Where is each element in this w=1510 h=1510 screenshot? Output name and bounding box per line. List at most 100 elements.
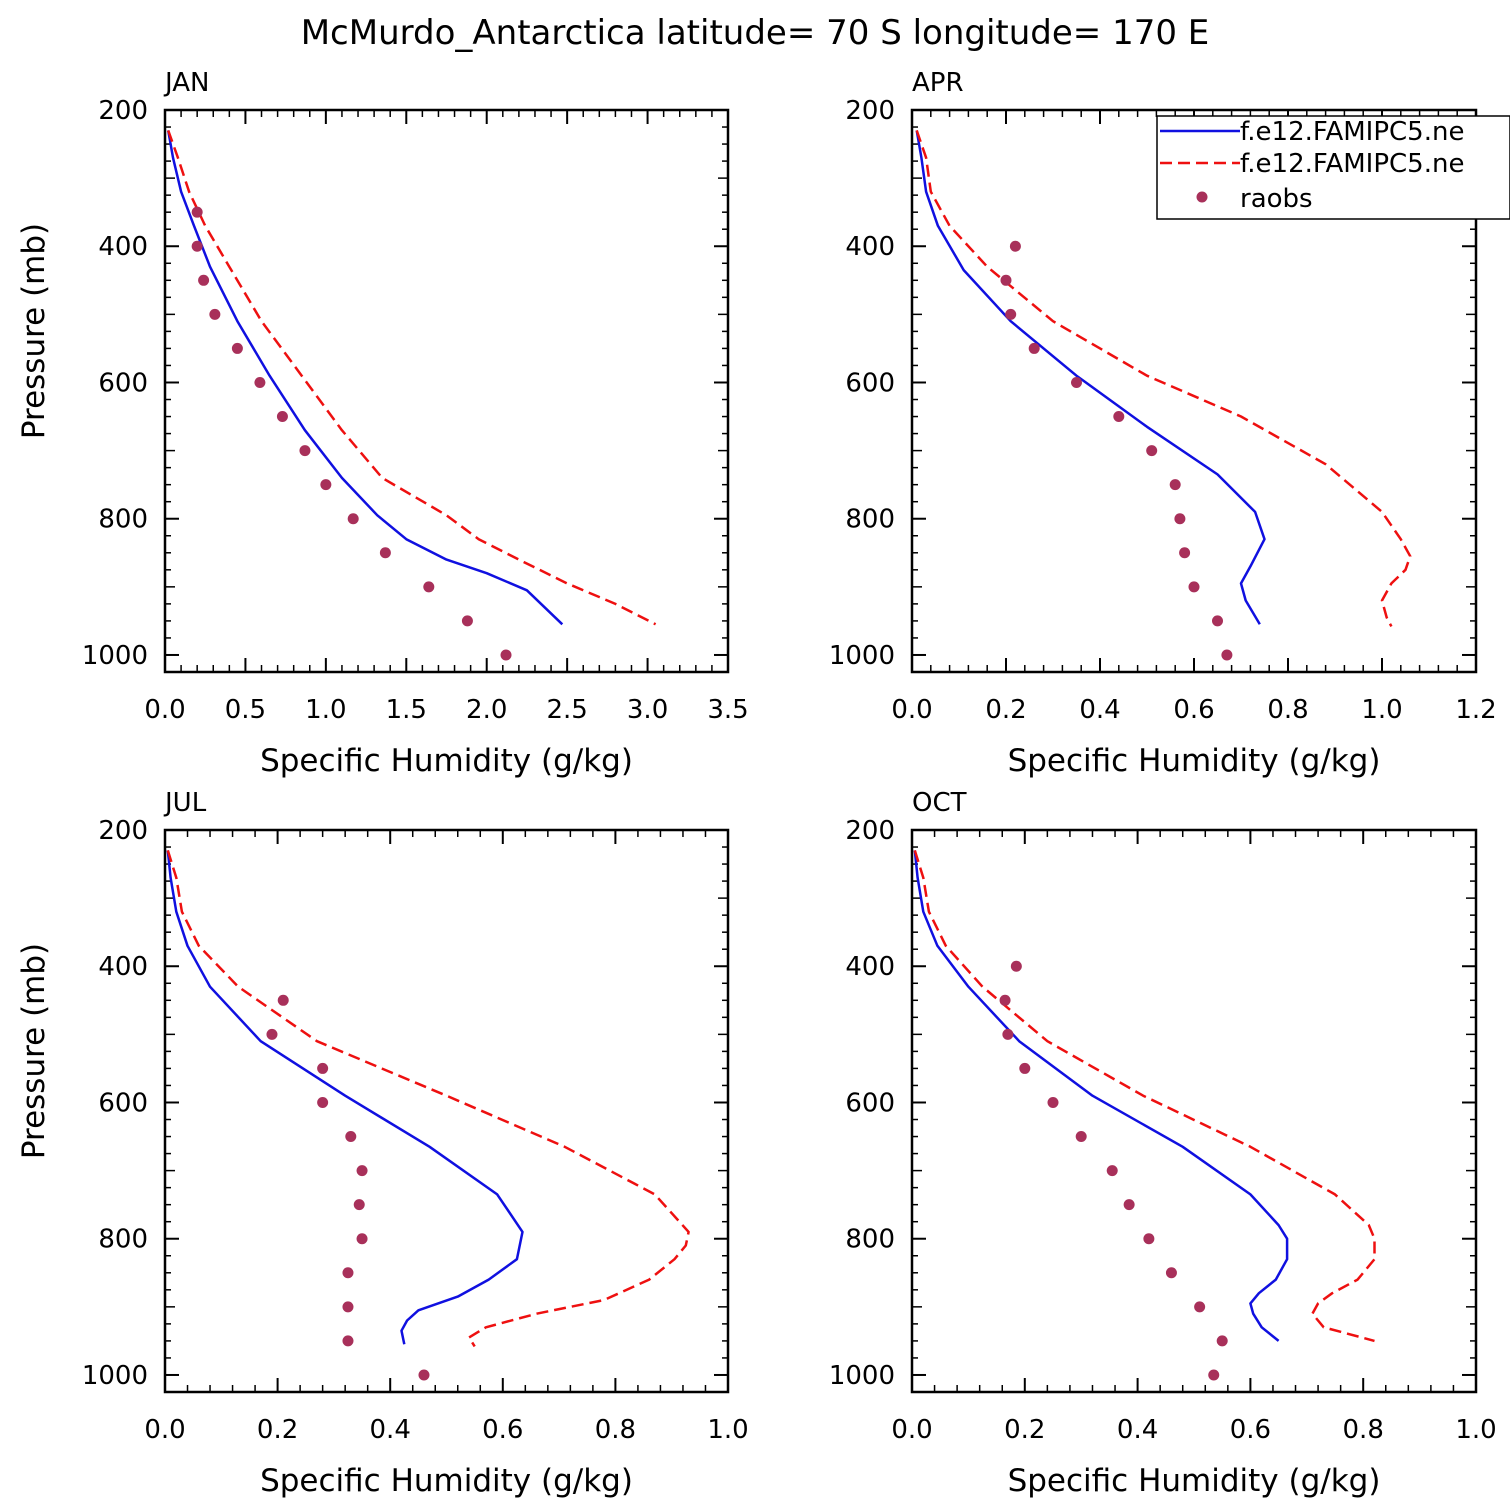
x-tick-label: 0.6 bbox=[482, 1415, 523, 1445]
raobs-point bbox=[345, 1131, 357, 1143]
series-group bbox=[166, 850, 690, 1381]
raobs-point bbox=[1188, 581, 1200, 593]
raobs-point bbox=[317, 1096, 329, 1108]
plot-frame bbox=[163, 108, 730, 674]
y-tick-label: 800 bbox=[845, 505, 895, 535]
model-1-line bbox=[913, 850, 1289, 1342]
figure-title: McMurdo_Antarctica latitude= 70 S longit… bbox=[301, 13, 1210, 53]
y-tick-label: 600 bbox=[98, 368, 148, 398]
x-tick-label: 2.5 bbox=[546, 695, 587, 725]
raobs-point bbox=[191, 240, 203, 252]
x-tick-label: 1.0 bbox=[1361, 695, 1402, 725]
y-tick-label: 400 bbox=[98, 232, 148, 262]
series-group bbox=[913, 850, 1376, 1381]
model-2-line bbox=[167, 129, 657, 626]
panel-label: JAN bbox=[163, 68, 209, 98]
raobs-point bbox=[266, 1028, 278, 1040]
panel-label: OCT bbox=[912, 788, 967, 818]
raobs-point bbox=[1010, 960, 1022, 972]
raobs-point bbox=[320, 479, 332, 491]
x-tick-label: 0.2 bbox=[985, 695, 1026, 725]
raobs-point bbox=[1165, 1267, 1177, 1279]
raobs-point bbox=[276, 411, 288, 423]
y-tick-label: 1000 bbox=[829, 1361, 895, 1391]
x-tick-label: 0.5 bbox=[225, 695, 266, 725]
y-tick-label: 800 bbox=[98, 1225, 148, 1255]
raobs-point bbox=[299, 445, 311, 457]
y-tick-label: 600 bbox=[845, 368, 895, 398]
legend-entry-model-1: f.e12.FAMIPC5.ne bbox=[1240, 117, 1464, 147]
raobs-point bbox=[342, 1301, 354, 1313]
raobs-point bbox=[1002, 1028, 1014, 1040]
panel-label: JUL bbox=[163, 788, 207, 818]
y-tick-label: 800 bbox=[98, 505, 148, 535]
model-1-line bbox=[915, 130, 1266, 625]
panel-apr: APR 0.0 0.2 0.4 0.6 0.8 1.0 1.2 200 400 600 800 1000… bbox=[829, 68, 1497, 779]
panel-jan: JAN 0.0 0.5 1.0 1.5 2.0 2.5 3.0 3.5 200 400 600 800 1… bbox=[16, 68, 749, 779]
x-tick-label: 0.4 bbox=[370, 1415, 411, 1445]
raobs-point bbox=[1005, 308, 1017, 320]
legend-dot-swatch bbox=[1196, 191, 1208, 203]
raobs-point bbox=[1000, 274, 1012, 286]
legend-entry-raobs: raobs bbox=[1240, 184, 1313, 214]
raobs-point bbox=[1113, 411, 1125, 423]
raobs-point bbox=[1169, 479, 1181, 491]
raobs-point bbox=[254, 376, 266, 388]
plot-frame bbox=[910, 828, 1478, 1394]
raobs-point bbox=[191, 206, 203, 218]
x-tick-label: 3.5 bbox=[707, 695, 748, 725]
raobs-point bbox=[317, 1062, 329, 1074]
raobs-point bbox=[342, 1335, 354, 1347]
raobs-point bbox=[347, 513, 359, 525]
raobs-point bbox=[342, 1267, 354, 1279]
y-tick-label: 200 bbox=[98, 816, 148, 846]
plot-frame bbox=[163, 828, 730, 1394]
raobs-point bbox=[1208, 1369, 1220, 1381]
raobs-point bbox=[1221, 649, 1233, 661]
raobs-point bbox=[1143, 1233, 1155, 1245]
raobs-point bbox=[198, 274, 210, 286]
raobs-point bbox=[209, 308, 221, 320]
x-tick-label: 0.0 bbox=[891, 1415, 932, 1445]
y-tick-label: 800 bbox=[845, 1225, 895, 1255]
raobs-point bbox=[418, 1369, 430, 1381]
y-tick-label: 1000 bbox=[82, 1361, 148, 1391]
raobs-point bbox=[1019, 1062, 1031, 1074]
raobs-point bbox=[277, 994, 289, 1006]
y-tick-label: 1000 bbox=[82, 641, 148, 671]
raobs-point bbox=[356, 1165, 368, 1177]
raobs-point bbox=[353, 1199, 365, 1211]
y-tick-label: 400 bbox=[845, 232, 895, 262]
raobs-point bbox=[1009, 240, 1021, 252]
raobs-point bbox=[1123, 1199, 1135, 1211]
panel-oct: OCT 0.0 0.2 0.4 0.6 0.8 1.0 200 400 600 800 1000 Spe… bbox=[829, 788, 1497, 1499]
y-tick-label: 600 bbox=[98, 1088, 148, 1118]
x-tick-label: 0.6 bbox=[1173, 695, 1214, 725]
y-axis-label: Pressure (mb) bbox=[16, 943, 52, 1159]
raobs-point bbox=[1179, 547, 1191, 559]
y-axis-label: Pressure (mb) bbox=[16, 223, 52, 439]
raobs-point bbox=[379, 547, 391, 559]
panels: JAN 0.0 0.5 1.0 1.5 2.0 2.5 3.0 3.5 200 400 600 800 1… bbox=[16, 68, 1497, 1499]
x-tick-label: 0.8 bbox=[1343, 1415, 1384, 1445]
raobs-point bbox=[1075, 1131, 1087, 1143]
x-axis-label: Specific Humidity (g/kg) bbox=[1008, 1463, 1381, 1499]
x-tick-label: 1.0 bbox=[707, 1415, 748, 1445]
x-tick-label: 1.0 bbox=[1455, 1415, 1496, 1445]
legend-box bbox=[1156, 115, 1510, 220]
raobs-point bbox=[500, 649, 512, 661]
x-tick-label: 0.2 bbox=[257, 1415, 298, 1445]
model-2-line bbox=[915, 129, 1412, 627]
x-tick-label: 0.0 bbox=[144, 1415, 185, 1445]
x-tick-label: 2.0 bbox=[466, 695, 507, 725]
x-tick-label: 0.0 bbox=[891, 695, 932, 725]
x-axis-label: Specific Humidity (g/kg) bbox=[260, 743, 633, 779]
y-tick-label: 200 bbox=[845, 96, 895, 126]
x-tick-label: 0.4 bbox=[1079, 695, 1120, 725]
raobs-point bbox=[423, 581, 435, 593]
series-group bbox=[915, 129, 1412, 661]
x-tick-label: 1.2 bbox=[1455, 695, 1496, 725]
raobs-point bbox=[356, 1233, 368, 1245]
model-1-line bbox=[166, 850, 524, 1345]
